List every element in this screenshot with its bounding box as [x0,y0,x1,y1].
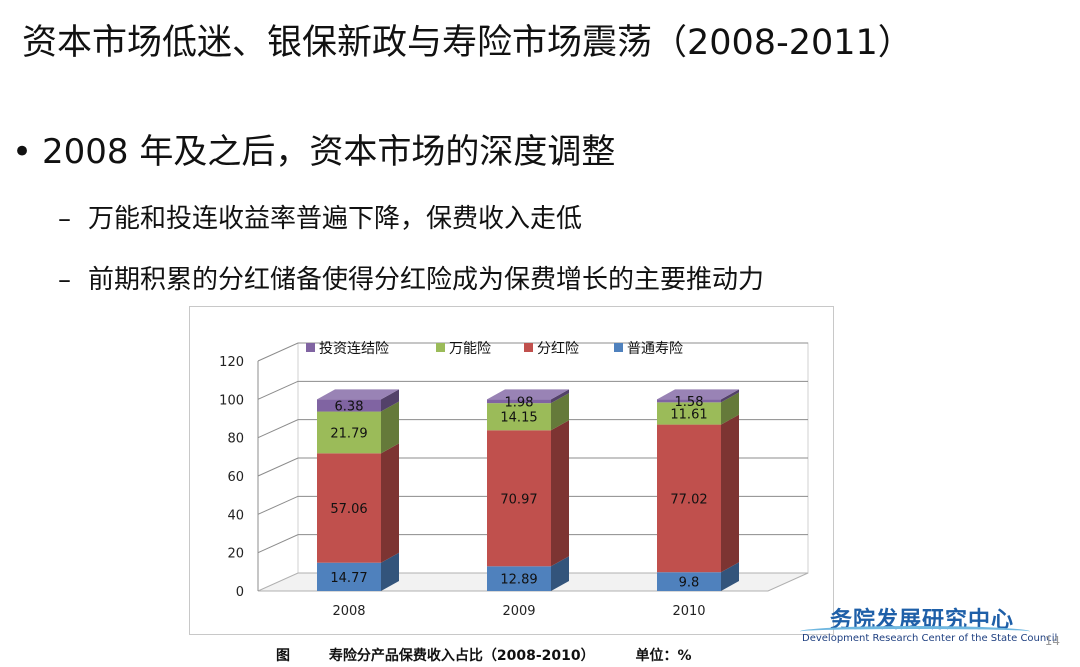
sub-bullet-2: – 前期积累的分红储备使得分红险成为保费增长的主要推动力 [58,259,764,296]
bar-segment-side [721,562,739,591]
y-tick-label: 80 [227,432,244,447]
bar-segment [657,402,721,425]
gridline [257,495,808,515]
bar-segment-side [721,389,739,403]
bar-segment-top [487,389,569,400]
bar-segment-side [721,392,739,425]
bar-segment [487,430,551,567]
data-label: 11.61 [670,407,707,422]
legend-label: 普通寿险 [627,340,683,357]
data-label: 70.97 [500,492,537,507]
bar-segment-side [381,552,399,591]
y-tick-label: 0 [236,585,244,600]
gridline [257,534,808,554]
bar-segment-side [551,420,569,567]
legend-swatch [524,343,533,352]
bar-segment [657,572,721,591]
logo-swoosh [800,626,1030,637]
legend-swatch [614,343,623,352]
caption-label: 图 [276,648,290,664]
bar-segment [317,399,381,412]
bar-segment-side [721,414,739,573]
main-bullet-text: 2008 年及之后，资本市场的深度调整 [42,132,616,172]
bar-segment-top [657,389,739,400]
bar-segment-side [551,389,569,404]
bar-segment [317,411,381,454]
slide-title: 资本市场低迷、银保新政与寿险市场震荡（2008-2011） [22,23,913,63]
legend-swatch [306,343,315,352]
bar-segment-side [381,443,399,563]
sub-bullet-text: 前期积累的分红储备使得分红险成为保费增长的主要推动力 [88,265,765,295]
sub-bullet-text: 万能和投连收益率普遍下降，保费收入走低 [88,204,583,234]
y-tick-label: 120 [219,355,244,370]
data-label: 14.77 [330,571,367,586]
bar-segment [657,399,721,403]
data-label: 57.06 [330,502,367,517]
chart-caption: 图 寿险分产品保费收入占比（2008-2010） 单位：% [276,645,692,665]
y-tick-label: 60 [227,470,244,485]
gridline [257,380,808,400]
data-label: 21.79 [330,426,367,441]
x-tick-label: 2008 [332,604,365,619]
x-tick-label: 2010 [672,604,705,619]
logo-subtitle: Development Research Center of the State… [802,633,1058,644]
data-label: 6.38 [335,399,364,414]
bar-segment [317,453,381,563]
caption-unit: 单位：% [635,648,692,664]
legend-label: 万能险 [449,341,491,357]
stacked-bar-chart: 0 20 40 60 80 100 120 14.77 57.06 21.79 6.38 2008 12… [219,340,809,619]
sub-bullet-1: – 万能和投连收益率普遍下降，保费收入走低 [58,198,582,235]
bar-segment-side [551,556,569,591]
data-label: 14.15 [500,411,537,426]
bar-segment [487,566,551,591]
y-tick-label: 20 [227,547,244,562]
sub-bullet-dash: – [58,265,71,295]
bar-segment [657,424,721,573]
chart-frame: 0 20 40 60 80 100 120 14.77 57.06 21.79 6.38 2008 12… [189,306,834,635]
bar-segment [317,562,381,591]
bar-segment-side [381,401,399,454]
legend-swatch [436,343,445,352]
data-label: 1.58 [675,395,704,410]
gridline [257,342,808,362]
gridline [257,419,808,439]
bullet-dot: • [12,132,33,172]
legend-label: 投资连结险 [319,341,389,357]
bar-segment-top [317,389,399,400]
page-number: 14 [1044,634,1060,648]
bar-segment-side [551,393,569,431]
bar-segment [487,403,551,431]
bar-segment [487,399,551,404]
x-tick-label: 2009 [502,604,535,619]
legend-label: 分红险 [537,341,579,357]
main-bullet: • 2008 年及之后，资本市场的深度调整 [12,124,615,173]
drc-logo: 务院发展研究中心 Development Research Center of … [800,600,1057,650]
y-tick-label: 100 [219,393,244,408]
data-label: 1.98 [505,395,534,410]
bar-segment-side [381,389,399,412]
data-label: 12.89 [500,573,537,588]
sub-bullet-dash: – [58,204,71,234]
y-tick-label: 40 [227,508,244,523]
data-label: 9.8 [679,576,700,591]
data-label: 77.02 [670,492,707,507]
caption-text: 寿险分产品保费收入占比（2008-2010） [328,648,595,664]
gridline [257,457,808,477]
